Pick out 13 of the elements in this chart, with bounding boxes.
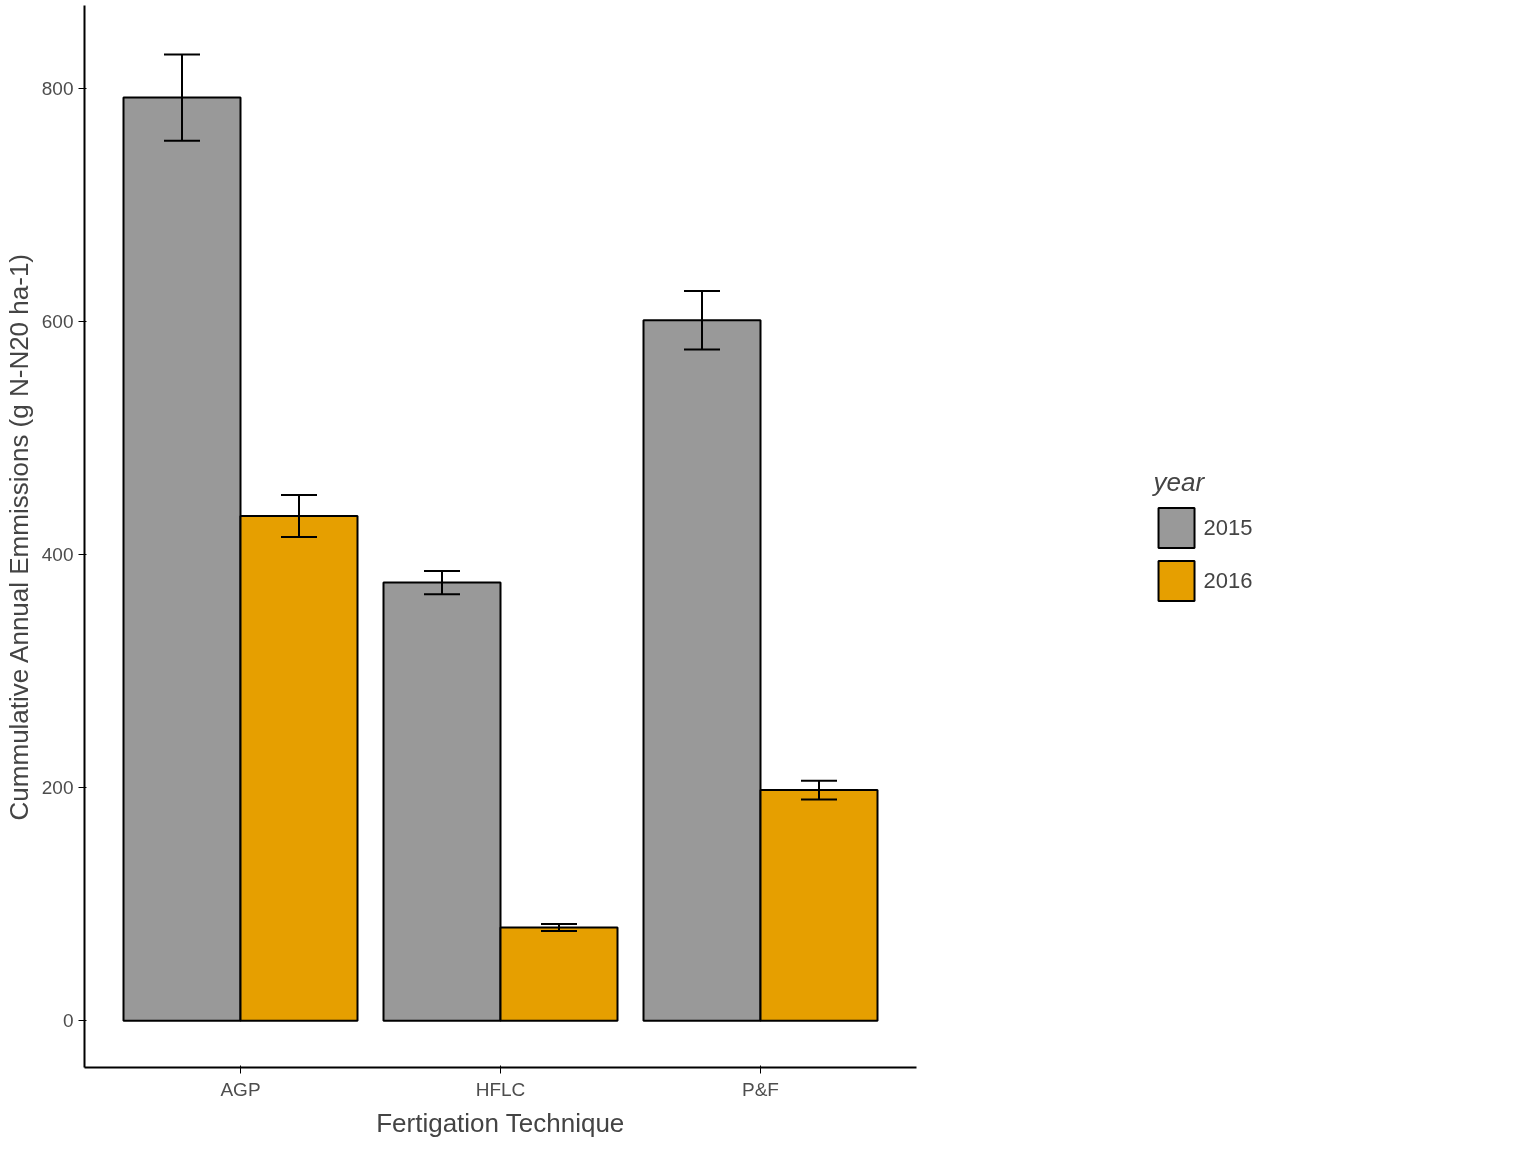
legend-label: 2015 bbox=[1203, 514, 1253, 541]
y-tick-label: 600 bbox=[41, 310, 74, 332]
y-tick-label: 400 bbox=[41, 544, 74, 566]
x-tick-label: HFLC bbox=[475, 1078, 526, 1100]
x-tick-label: P&F bbox=[742, 1078, 779, 1100]
y-tick-label: 200 bbox=[41, 777, 74, 799]
y-axis-title: Cummulative Annual Emmissions (g N-N20 ha-1) bbox=[3, 253, 34, 821]
y-tick-label: 800 bbox=[41, 77, 74, 99]
legend-label: 2016 bbox=[1203, 567, 1253, 594]
x-axis-title: Fertigation Technique bbox=[376, 1107, 625, 1138]
legend-title: year bbox=[1153, 466, 1206, 498]
x-tick-label: AGP bbox=[220, 1078, 261, 1100]
y-tick-label: 0 bbox=[62, 1010, 74, 1032]
